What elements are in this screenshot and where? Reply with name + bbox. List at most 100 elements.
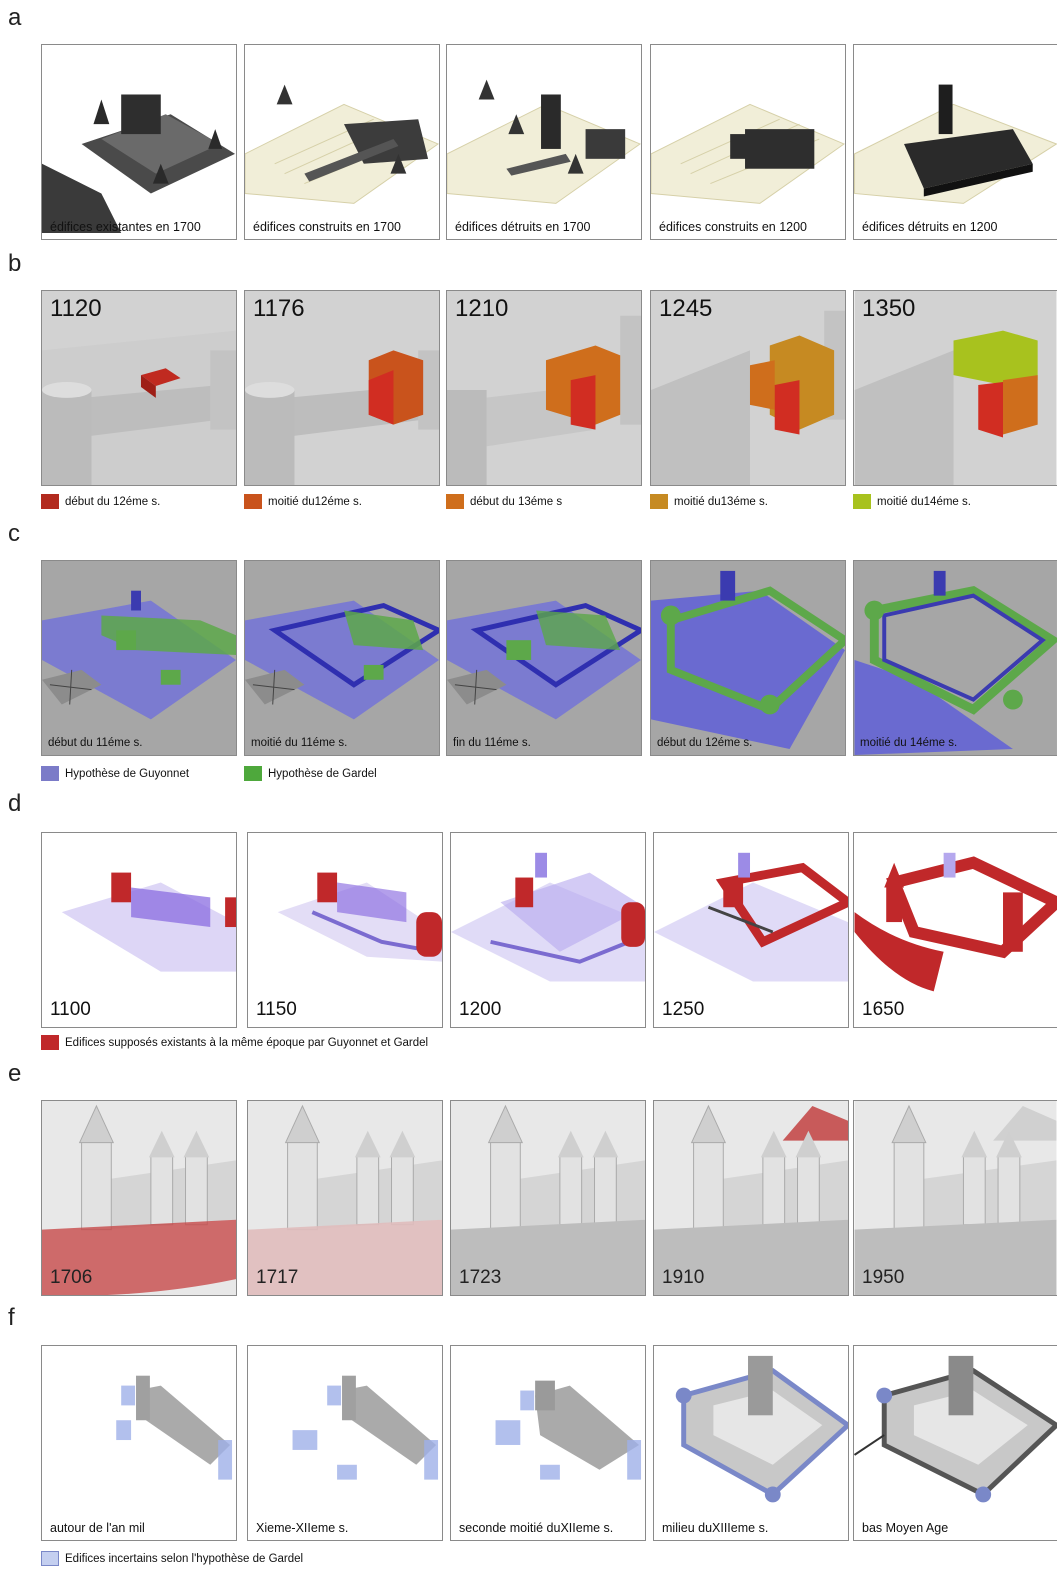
castle-render	[42, 561, 236, 755]
legend-label: début du 13éme s	[470, 495, 563, 508]
panel-caption: édifices construits en 1700	[253, 220, 402, 234]
row-letter-f: f	[8, 1304, 15, 1331]
year-label: 1350	[862, 295, 916, 322]
panel-e4: 1910	[653, 1100, 849, 1296]
year-label: 1706	[50, 1267, 93, 1288]
panel-f2: Xieme-XIIeme s.	[247, 1345, 443, 1541]
panel-a3: édifices détruits en 1700	[446, 44, 642, 240]
year-label: 1200	[459, 999, 502, 1020]
panel-caption: moitié du 14éme s.	[860, 737, 958, 749]
panel-e3: 1723	[450, 1100, 646, 1296]
castle-render	[495, 1380, 642, 1480]
panel-caption: début du 12éme s.	[657, 737, 753, 749]
panel-e5: 1950	[853, 1100, 1057, 1296]
year-label: 1210	[455, 295, 509, 322]
panel-d2: 1150	[247, 832, 443, 1028]
panel-caption: édifices construits en 1200	[659, 220, 808, 234]
castle-render	[854, 1101, 1057, 1295]
year-label: 1650	[862, 999, 905, 1020]
panel-a2: édifices construits en 1700	[244, 44, 440, 240]
year-label: 1950	[862, 1267, 905, 1288]
panel-d5: 1650	[853, 832, 1057, 1028]
legend-item: Hypothèse de Gardel	[244, 766, 377, 781]
castle-render	[248, 1101, 442, 1295]
legend-item: moitié du12éme s.	[244, 494, 362, 509]
legend-swatch	[41, 766, 59, 781]
legend-swatch	[650, 494, 668, 509]
panel-caption: bas Moyen Age	[862, 1521, 949, 1535]
castle-render	[651, 561, 845, 755]
panel-caption: édifices détruits en 1200	[862, 220, 998, 234]
panel-caption: moitié du 11éme s.	[251, 737, 348, 749]
row-letter-c: c	[8, 520, 20, 547]
panel-f3: seconde moitié duXIIeme s.	[450, 1345, 646, 1541]
legend-swatch	[41, 1551, 59, 1566]
castle-render	[292, 1375, 439, 1480]
panel-caption: édifices existantes en 1700	[50, 220, 201, 234]
legend-item: moitié du14éme s.	[853, 494, 971, 509]
year-label: 1723	[459, 1267, 502, 1288]
legend-item: moitié du13éme s.	[650, 494, 768, 509]
legend-label: début du 12éme s.	[65, 495, 161, 508]
year-label: 1100	[50, 999, 91, 1020]
castle-render	[451, 1101, 645, 1295]
year-label: 1250	[662, 999, 705, 1020]
castle-render	[277, 872, 442, 962]
panel-f1: autour de l'an mil	[41, 1345, 237, 1541]
panel-c5: moitié du 14éme s.	[853, 560, 1057, 756]
castle-render	[245, 291, 439, 485]
legend-item: Edifices incertains selon l'hypothèse de…	[41, 1551, 303, 1566]
castle-render	[116, 1375, 233, 1480]
panel-b4: 1245	[650, 290, 846, 486]
legend-item: début du 13éme s	[446, 494, 562, 509]
panel-c2: moitié du 11éme s.	[244, 560, 440, 756]
panel-caption: seconde moitié duXIIeme s.	[459, 1521, 614, 1535]
panel-e1: 1706	[41, 1100, 237, 1296]
panel-a5: édifices détruits en 1200	[853, 44, 1057, 240]
legend-swatch	[446, 494, 464, 509]
panel-c1: début du 11éme s.	[41, 560, 237, 756]
legend-label: moitié du12éme s.	[268, 495, 362, 508]
castle-render	[42, 291, 236, 485]
panel-d4: 1250	[653, 832, 849, 1028]
panel-d1: 1100	[41, 832, 237, 1028]
castle-render	[447, 561, 641, 755]
legend-item: début du 12éme s.	[41, 494, 160, 509]
year-label: 1150	[256, 999, 297, 1020]
panel-f5: bas Moyen Age	[853, 1345, 1057, 1541]
panel-caption: fin du 11éme s.	[453, 737, 531, 749]
legend-item: Hypothèse de Guyonnet	[41, 766, 189, 781]
panel-a1: édifices existantes en 1700	[41, 44, 237, 240]
panel-a4: édifices construits en 1200	[650, 44, 846, 240]
legend-swatch	[244, 766, 262, 781]
castle-render	[854, 852, 1057, 992]
castle-render	[451, 852, 645, 982]
panel-caption: milieu duXIIIeme s.	[662, 1521, 769, 1535]
panel-b1: 1120	[41, 290, 237, 486]
castle-render	[651, 291, 845, 485]
castle-render	[675, 1355, 848, 1503]
panel-c3: fin du 11éme s.	[446, 560, 642, 756]
castle-render	[651, 103, 845, 204]
year-label: 1176	[253, 295, 305, 322]
legend-label: moitié du13éme s.	[674, 495, 768, 508]
castle-render	[854, 1355, 1057, 1503]
castle-render	[245, 561, 439, 755]
panel-b3: 1210	[446, 290, 642, 486]
panel-caption: début du 11éme s.	[48, 737, 143, 749]
row-letter-a: a	[8, 4, 22, 31]
castle-render	[854, 291, 1057, 485]
panel-c4: début du 12éme s.	[650, 560, 846, 756]
year-label: 1717	[256, 1267, 299, 1288]
legend-label: Hypothèse de Guyonnet	[65, 767, 190, 780]
legend-swatch	[41, 1035, 59, 1050]
castle-render	[447, 79, 641, 204]
legend-label: Hypothèse de Gardel	[268, 767, 377, 780]
castle-render	[654, 1101, 848, 1295]
panel-d3: 1200	[450, 832, 646, 1028]
year-label: 1245	[659, 295, 713, 322]
year-label: 1910	[662, 1267, 705, 1288]
legend-label: Edifices supposés existants à la même ép…	[65, 1036, 429, 1049]
legend-swatch	[244, 494, 262, 509]
panel-f4: milieu duXIIIeme s.	[653, 1345, 849, 1541]
